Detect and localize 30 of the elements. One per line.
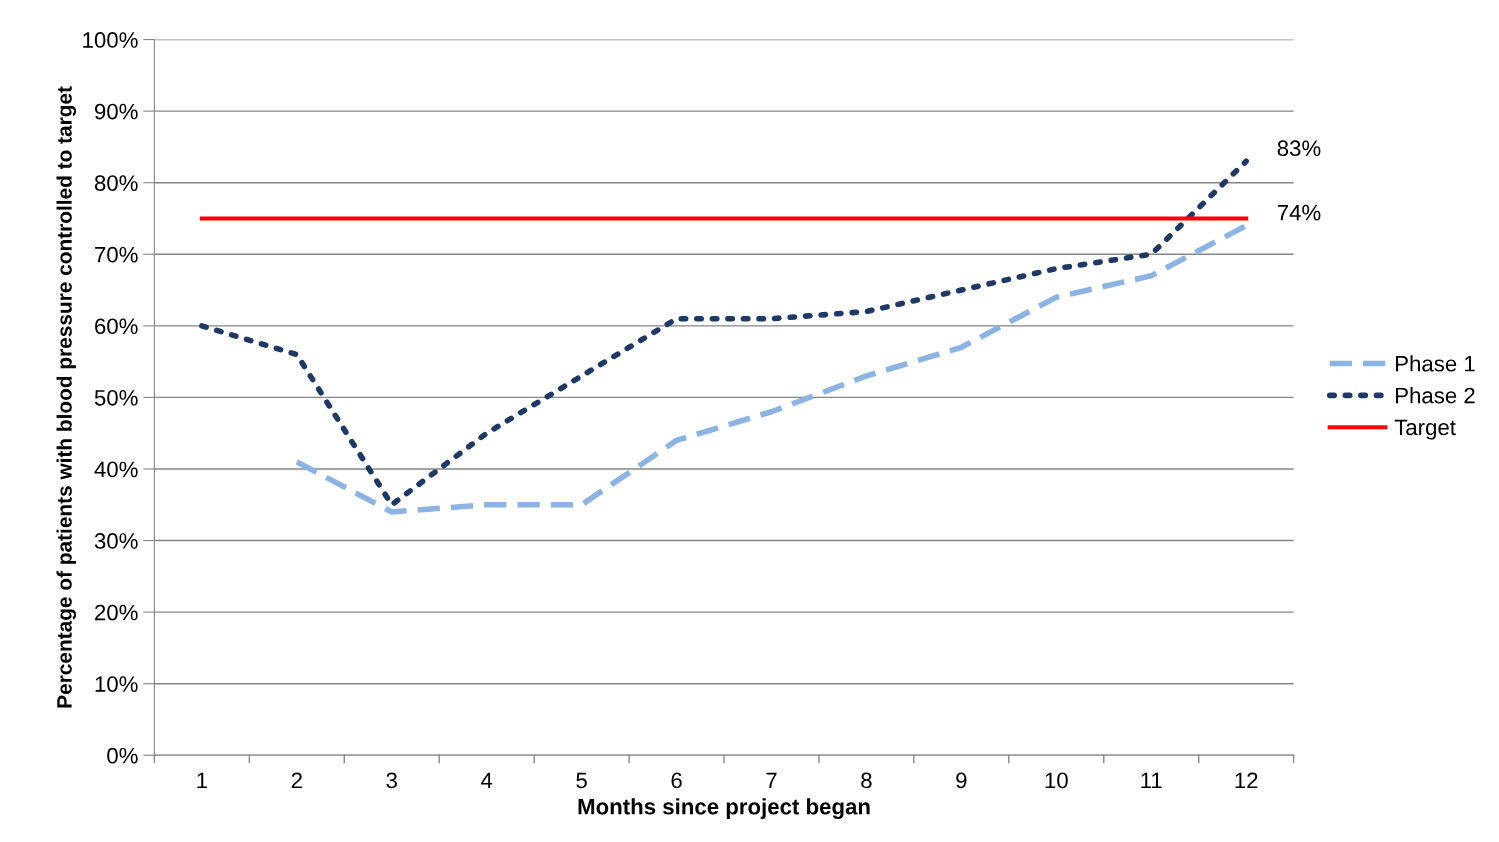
- x-tick-label: 2: [291, 772, 302, 789]
- y-tick-label: 50%: [94, 389, 138, 406]
- y-tick-label: 40%: [94, 461, 138, 478]
- x-tick-label: 9: [956, 772, 967, 789]
- y-tick-label: 30%: [94, 533, 138, 549]
- x-tick-label: 8: [861, 772, 872, 789]
- legend-label: Phase 2: [1396, 387, 1475, 404]
- x-tick-label: 5: [576, 772, 587, 789]
- x-tick-label: 3: [386, 772, 397, 789]
- legend-label: Target: [1394, 419, 1456, 440]
- y-tick-label: 0%: [107, 747, 138, 764]
- y-tick-label: 100%: [83, 32, 138, 48]
- x-tick-label: 1: [197, 772, 207, 789]
- y-tick-label: 70%: [95, 246, 138, 263]
- x-tick-label: 10: [1045, 772, 1068, 789]
- y-tick-label: 60%: [95, 318, 138, 335]
- y-tick-label: 10%: [95, 676, 138, 692]
- x-axis-title: Months since project began: [578, 798, 870, 820]
- data-label: 74%: [1277, 204, 1321, 221]
- y-tick-label: 20%: [95, 604, 138, 621]
- legend-label: Phase 1: [1396, 355, 1475, 372]
- x-tick-label: 6: [671, 772, 682, 789]
- y-tick-label: 90%: [94, 103, 138, 120]
- x-tick-label: 12: [1235, 772, 1258, 789]
- x-tick-label: 11: [1141, 772, 1162, 789]
- y-axis-title: Percentage of patients with blood pressure controlled to target: [56, 86, 77, 708]
- x-tick-label: 7: [766, 772, 777, 789]
- data-label: 83%: [1277, 140, 1321, 157]
- x-tick-label: 4: [481, 772, 493, 789]
- y-tick-label: 80%: [94, 175, 138, 191]
